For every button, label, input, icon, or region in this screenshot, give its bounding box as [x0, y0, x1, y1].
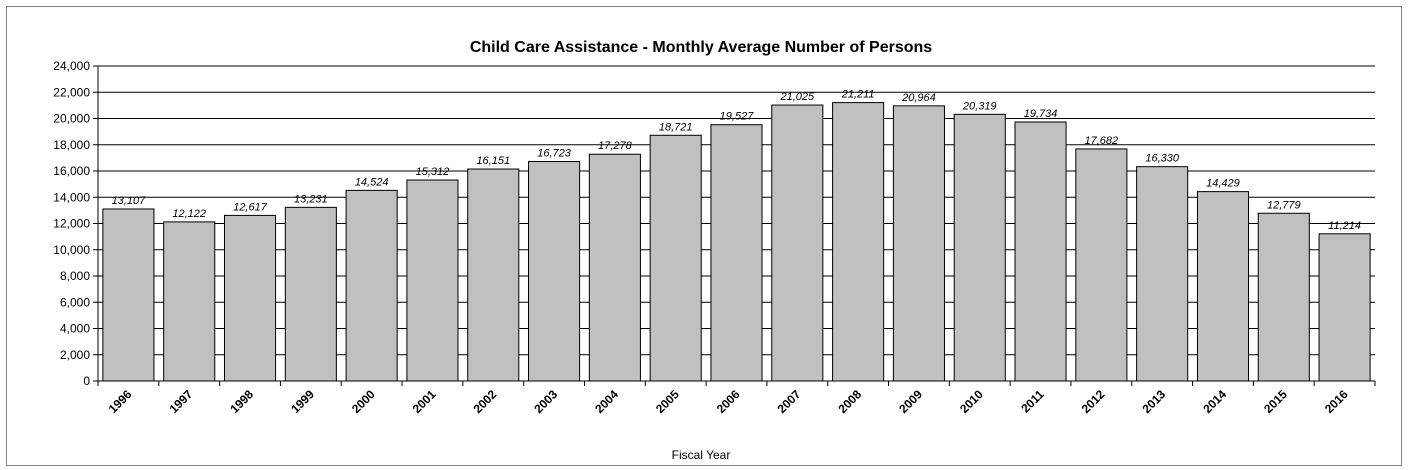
data-label: 16,151 — [476, 155, 510, 167]
data-label: 13,107 — [112, 195, 147, 207]
y-tick-label: 2,000 — [60, 348, 90, 362]
x-tick-label: 2009 — [896, 387, 925, 416]
x-tick-label: 2016 — [1322, 387, 1351, 416]
x-tick-label: 2006 — [714, 387, 743, 416]
x-tick-label: 2002 — [471, 387, 500, 416]
y-tick-label: 20,000 — [53, 112, 90, 126]
data-label: 21,211 — [841, 89, 875, 101]
x-axis-label: Fiscal Year — [672, 448, 731, 462]
data-label: 19,527 — [720, 111, 755, 123]
bar — [588, 153, 641, 382]
data-label: 17,682 — [1085, 135, 1119, 147]
data-label: 12,779 — [1267, 199, 1301, 211]
data-label: 17,278 — [598, 140, 633, 152]
y-tick-label: 0 — [83, 374, 90, 388]
x-tick-label: 2013 — [1140, 387, 1169, 416]
bar — [102, 208, 155, 382]
data-label: 16,723 — [537, 148, 572, 160]
x-tick-label: 2001 — [410, 387, 439, 416]
x-tick-label: 2004 — [592, 387, 621, 416]
y-tick-label: 18,000 — [53, 138, 90, 152]
x-tick-label: 2008 — [835, 387, 864, 416]
y-tick-label: 16,000 — [53, 164, 90, 178]
y-tick-label: 24,000 — [53, 59, 90, 73]
bar — [771, 104, 824, 382]
data-label: 15,312 — [416, 166, 450, 178]
x-tick-label: 2003 — [531, 387, 560, 416]
data-label: 20,964 — [901, 92, 936, 104]
x-tick-label: 2015 — [1261, 387, 1290, 416]
bar — [163, 221, 216, 382]
x-tick-label: 1996 — [106, 387, 135, 416]
data-label: 21,025 — [779, 91, 815, 103]
x-tick-label: 2005 — [653, 387, 682, 416]
x-tick-label: 2000 — [349, 387, 378, 416]
data-label: 11,214 — [1328, 220, 1361, 232]
bar — [528, 161, 581, 382]
bar — [1318, 233, 1371, 382]
y-tick-label: 14,000 — [53, 190, 90, 204]
data-label: 18,721 — [659, 121, 693, 133]
x-tick-label: 2010 — [957, 387, 986, 416]
data-label: 12,122 — [172, 208, 206, 220]
bar — [1014, 121, 1067, 382]
x-tick-label: 1998 — [227, 387, 256, 416]
y-tick-label: 12,000 — [53, 217, 90, 231]
y-tick-label: 4,000 — [60, 322, 90, 336]
y-tick-label: 6,000 — [60, 295, 90, 309]
x-axis-ticks: 1996 1997 1998 1999 2000 2001 2002 2003 2004 2005… — [97, 381, 1376, 416]
bars — [102, 102, 1371, 382]
bar — [467, 168, 520, 382]
chart-title: Child Care Assistance - Monthly Average … — [470, 39, 932, 56]
y-tick-label: 8,000 — [60, 269, 90, 283]
x-tick-label: 2012 — [1079, 387, 1108, 416]
y-axis-ticks: 0 2,000 4,000 6,000 8,000 10,000 12,000 14,000 1… — [53, 59, 98, 388]
bar — [832, 102, 885, 382]
bar — [406, 179, 459, 382]
data-label: 13,231 — [294, 193, 328, 205]
bar — [284, 206, 337, 382]
bar — [345, 189, 398, 382]
bar — [892, 105, 945, 382]
x-tick-label: 2007 — [775, 387, 804, 416]
bar — [1257, 212, 1310, 382]
y-tick-label: 22,000 — [53, 85, 90, 99]
x-tick-label: 2011 — [1018, 387, 1047, 416]
data-label: 12,617 — [233, 201, 268, 213]
bar — [649, 134, 702, 382]
bar — [223, 214, 277, 382]
data-label: 20,319 — [962, 100, 997, 112]
data-label: 14,524 — [355, 176, 389, 188]
bar — [710, 124, 763, 382]
bar — [1075, 148, 1128, 382]
x-tick-label: 1997 — [167, 387, 196, 416]
bar — [1196, 191, 1250, 382]
data-label: 14,429 — [1206, 178, 1240, 190]
y-tick-label: 10,000 — [53, 243, 90, 257]
bar — [1136, 166, 1189, 382]
data-label: 16,330 — [1145, 153, 1180, 165]
x-tick-label: 2014 — [1200, 387, 1229, 416]
data-label: 19,734 — [1024, 108, 1058, 120]
data-labels: 13,107 12,122 12,617 13,231 14,524 15,312 16,1… — [112, 89, 1361, 232]
x-tick-label: 1999 — [288, 387, 317, 416]
bar — [953, 113, 1006, 382]
